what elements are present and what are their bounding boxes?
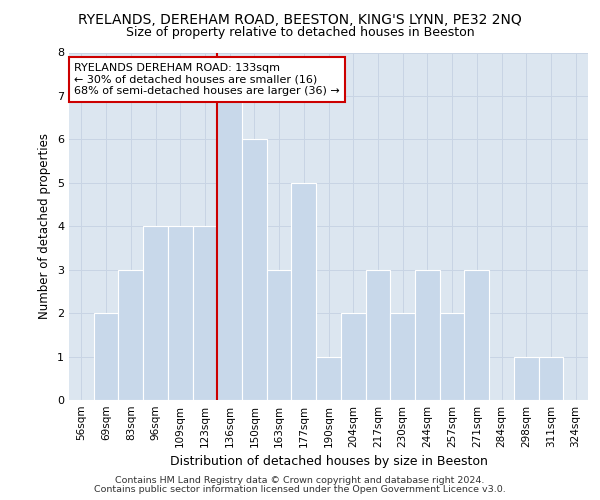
- Bar: [217, 96, 242, 400]
- Bar: [464, 270, 489, 400]
- Bar: [440, 313, 464, 400]
- Y-axis label: Number of detached properties: Number of detached properties: [38, 133, 52, 320]
- Bar: [94, 313, 118, 400]
- Bar: [390, 313, 415, 400]
- Bar: [143, 226, 168, 400]
- Text: Contains public sector information licensed under the Open Government Licence v3: Contains public sector information licen…: [94, 485, 506, 494]
- Bar: [118, 270, 143, 400]
- Bar: [514, 356, 539, 400]
- Bar: [415, 270, 440, 400]
- Bar: [168, 226, 193, 400]
- Text: RYELANDS DEREHAM ROAD: 133sqm
← 30% of detached houses are smaller (16)
68% of s: RYELANDS DEREHAM ROAD: 133sqm ← 30% of d…: [74, 63, 340, 96]
- Bar: [539, 356, 563, 400]
- Bar: [341, 313, 365, 400]
- Bar: [365, 270, 390, 400]
- Text: Size of property relative to detached houses in Beeston: Size of property relative to detached ho…: [125, 26, 475, 39]
- Text: RYELANDS, DEREHAM ROAD, BEESTON, KING'S LYNN, PE32 2NQ: RYELANDS, DEREHAM ROAD, BEESTON, KING'S …: [78, 12, 522, 26]
- X-axis label: Distribution of detached houses by size in Beeston: Distribution of detached houses by size …: [170, 456, 487, 468]
- Bar: [292, 183, 316, 400]
- Bar: [316, 356, 341, 400]
- Text: Contains HM Land Registry data © Crown copyright and database right 2024.: Contains HM Land Registry data © Crown c…: [115, 476, 485, 485]
- Bar: [267, 270, 292, 400]
- Bar: [242, 140, 267, 400]
- Bar: [193, 226, 217, 400]
